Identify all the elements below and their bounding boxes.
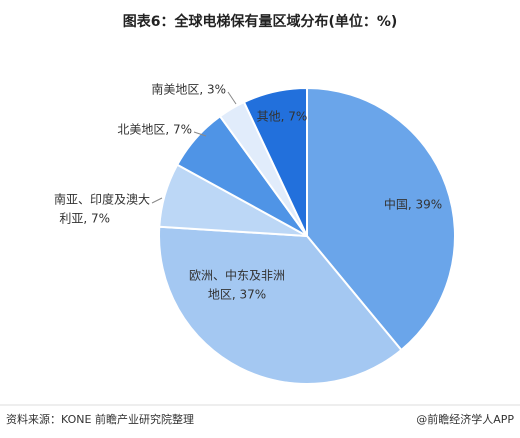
data-label: 其他, 7% (257, 110, 308, 124)
pie-slice (158, 225, 403, 385)
data-label: 中国, 39% (384, 197, 442, 212)
data-label: 南亚、印度及澳大 (54, 192, 150, 207)
leader-line (151, 197, 163, 204)
credit: @前瞻经济学人APP (416, 412, 514, 426)
leader-line (193, 131, 207, 137)
data-label: 欧洲、中东及非洲 (189, 268, 285, 283)
leader-line (227, 91, 237, 105)
source: 资料来源：KONE 前瞻产业研究院整理 (6, 412, 194, 426)
data-label: 北美地区, 7% (117, 123, 192, 137)
pie-slice (242, 86, 308, 237)
pie-slice (306, 86, 456, 352)
data-label: 地区, 37% (208, 288, 266, 302)
data-label: 南美地区, 3% (151, 82, 226, 97)
chart-title: 图表6：全球电梯保有量区域分布(单位：%) (123, 13, 398, 30)
data-label: 利亚, 7% (59, 212, 110, 226)
